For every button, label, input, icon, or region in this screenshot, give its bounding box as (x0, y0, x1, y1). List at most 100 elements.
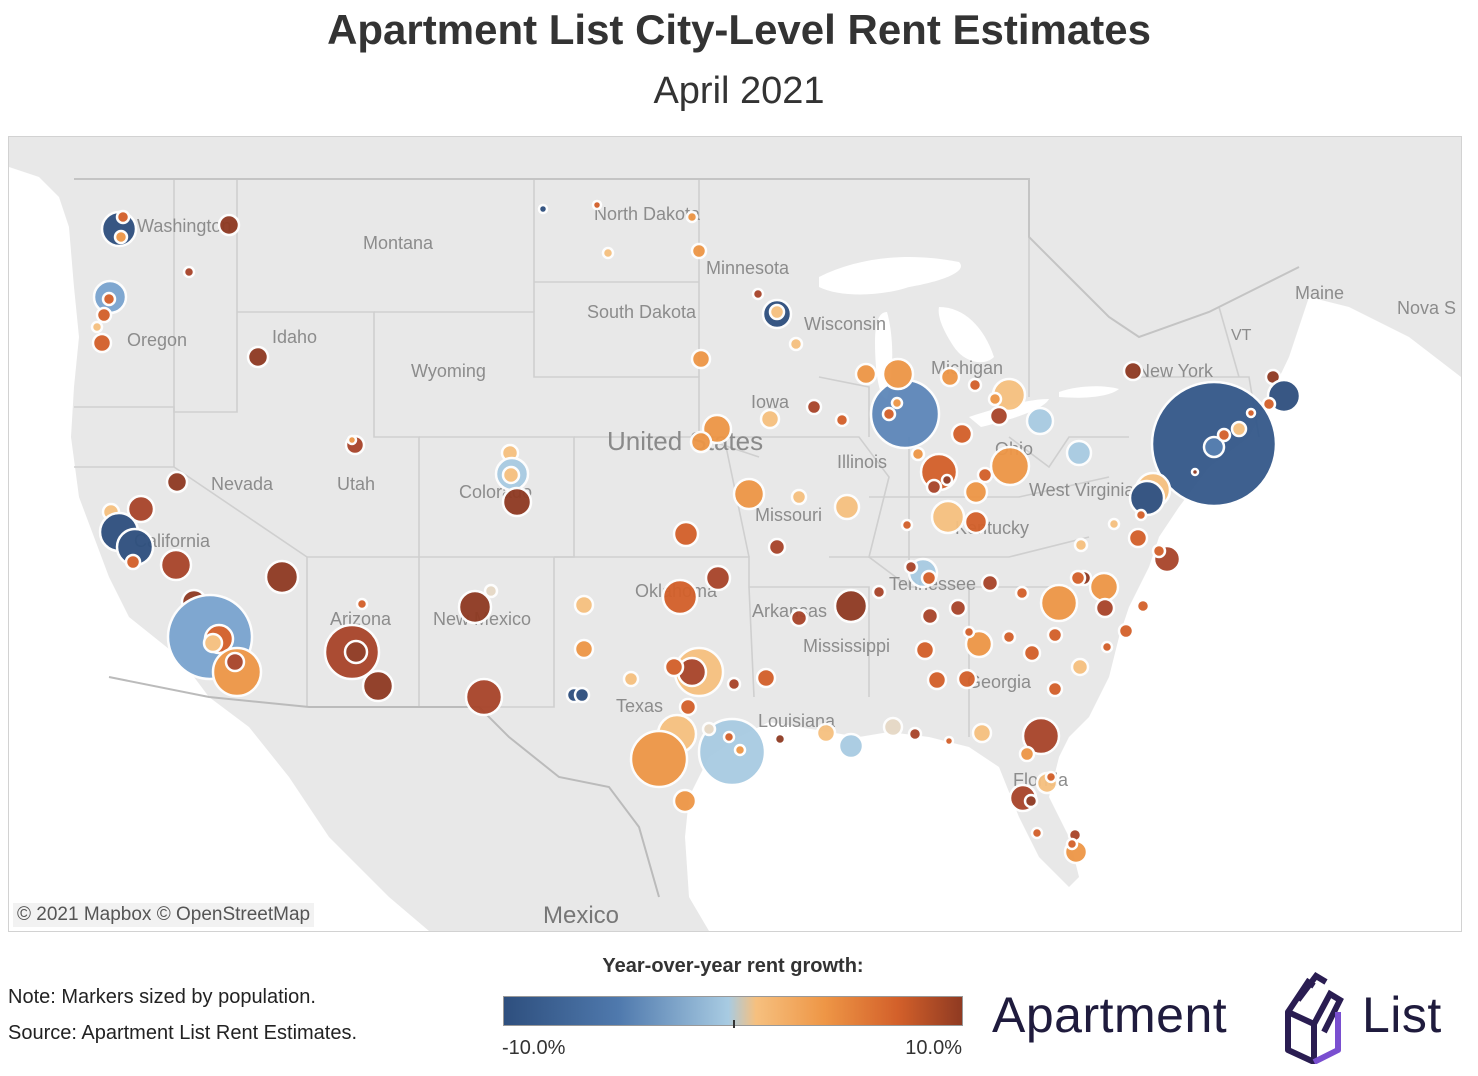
city-marker (701, 721, 717, 737)
city-marker (457, 589, 493, 625)
city-marker (573, 638, 595, 660)
city-marker (767, 537, 787, 557)
city-marker (165, 470, 189, 494)
city-marker (732, 477, 766, 511)
city-marker (90, 320, 104, 334)
city-marker (1046, 626, 1064, 644)
city-marker (1018, 745, 1036, 763)
map-attribution[interactable]: © 2021 Mapbox © OpenStreetMap (13, 903, 315, 927)
city-marker (726, 676, 742, 692)
label-wyoming: Wyoming (411, 361, 486, 381)
label-united-states: United States (607, 426, 763, 456)
map-view[interactable]: Washington Montana North Dakota Minnesot… (8, 136, 1462, 932)
note-markers: Note: Markers sized by population. (8, 986, 316, 1008)
city-marker (1065, 439, 1093, 467)
city-marker (1044, 770, 1058, 784)
city-marker (343, 639, 369, 665)
city-marker (751, 287, 765, 301)
city-marker (182, 265, 196, 279)
label-west-virginia: West Virginia (1029, 480, 1135, 500)
city-marker (355, 597, 369, 611)
note-source: Source: Apartment List Rent Estimates. (8, 1022, 358, 1044)
city-marker (1117, 622, 1135, 640)
city-marker (1190, 467, 1200, 477)
city-marker (1122, 360, 1144, 382)
city-marker (126, 494, 156, 524)
label-nova-s: Nova S (1397, 298, 1456, 318)
city-marker (943, 735, 955, 747)
city-marker (464, 677, 504, 717)
label-idaho: Idaho (272, 327, 317, 347)
city-marker (837, 732, 865, 760)
city-marker (1001, 629, 1017, 645)
city-marker (920, 569, 938, 587)
city-markers (90, 199, 1302, 865)
label-utah: Utah (337, 474, 375, 494)
lake-superior (819, 257, 961, 295)
city-marker (573, 686, 591, 704)
label-montana: Montana (363, 233, 434, 253)
city-marker (689, 430, 713, 454)
city-marker (1069, 569, 1087, 587)
city-marker (217, 213, 241, 237)
city-marker (264, 559, 300, 595)
city-marker (573, 594, 595, 616)
city-marker (925, 478, 943, 496)
city-marker (224, 651, 246, 673)
label-vt: VT (1231, 327, 1252, 344)
city-marker (854, 362, 878, 386)
label-missouri: Missouri (755, 505, 822, 525)
city-marker (930, 499, 966, 535)
city-marker (971, 722, 993, 744)
city-marker (789, 608, 809, 628)
city-marker (1022, 643, 1042, 663)
city-marker (501, 465, 521, 485)
label-mississippi: Mississippi (803, 636, 890, 656)
city-marker (805, 398, 823, 416)
label-iowa: Iowa (751, 392, 790, 412)
city-marker (1216, 427, 1232, 443)
city-marker (900, 518, 914, 532)
city-marker (926, 669, 948, 691)
city-marker (967, 377, 983, 393)
label-oregon: Oregon (127, 330, 187, 350)
city-marker (1151, 543, 1167, 559)
city-marker (661, 578, 699, 616)
city-marker (1073, 537, 1089, 553)
city-marker (759, 408, 781, 430)
city-marker (940, 473, 954, 487)
city-marker (1039, 583, 1079, 623)
city-marker (950, 422, 974, 446)
city-marker (788, 336, 804, 352)
city-marker (939, 366, 961, 388)
chart-title: Apartment List City-Level Rent Estimates (327, 6, 1151, 53)
city-marker (361, 669, 395, 703)
city-marker (833, 493, 861, 521)
city-marker (483, 583, 499, 599)
land-mass (9, 137, 1461, 931)
city-marker (980, 573, 1000, 593)
city-marker (976, 466, 994, 484)
city-marker (1023, 793, 1039, 809)
city-marker (537, 203, 549, 215)
city-marker (346, 434, 358, 446)
city-marker (1202, 435, 1226, 459)
city-marker (733, 743, 747, 757)
city-marker (1230, 420, 1248, 438)
label-nevada: Nevada (211, 474, 274, 494)
city-marker (113, 229, 129, 245)
city-marker (1030, 826, 1044, 840)
city-marker (672, 788, 698, 814)
label-louisiana: Louisiana (758, 711, 836, 731)
city-marker (920, 606, 940, 626)
city-marker (910, 446, 926, 462)
city-marker (987, 391, 1003, 407)
city-marker (690, 348, 712, 370)
legend-min-label: -10.0% (502, 1037, 566, 1059)
city-marker (1088, 571, 1120, 603)
city-marker (964, 629, 994, 659)
legend-max-label: 10.0% (905, 1037, 962, 1059)
canada-border (74, 178, 1300, 339)
city-marker (989, 445, 1031, 487)
city-marker (963, 509, 989, 535)
